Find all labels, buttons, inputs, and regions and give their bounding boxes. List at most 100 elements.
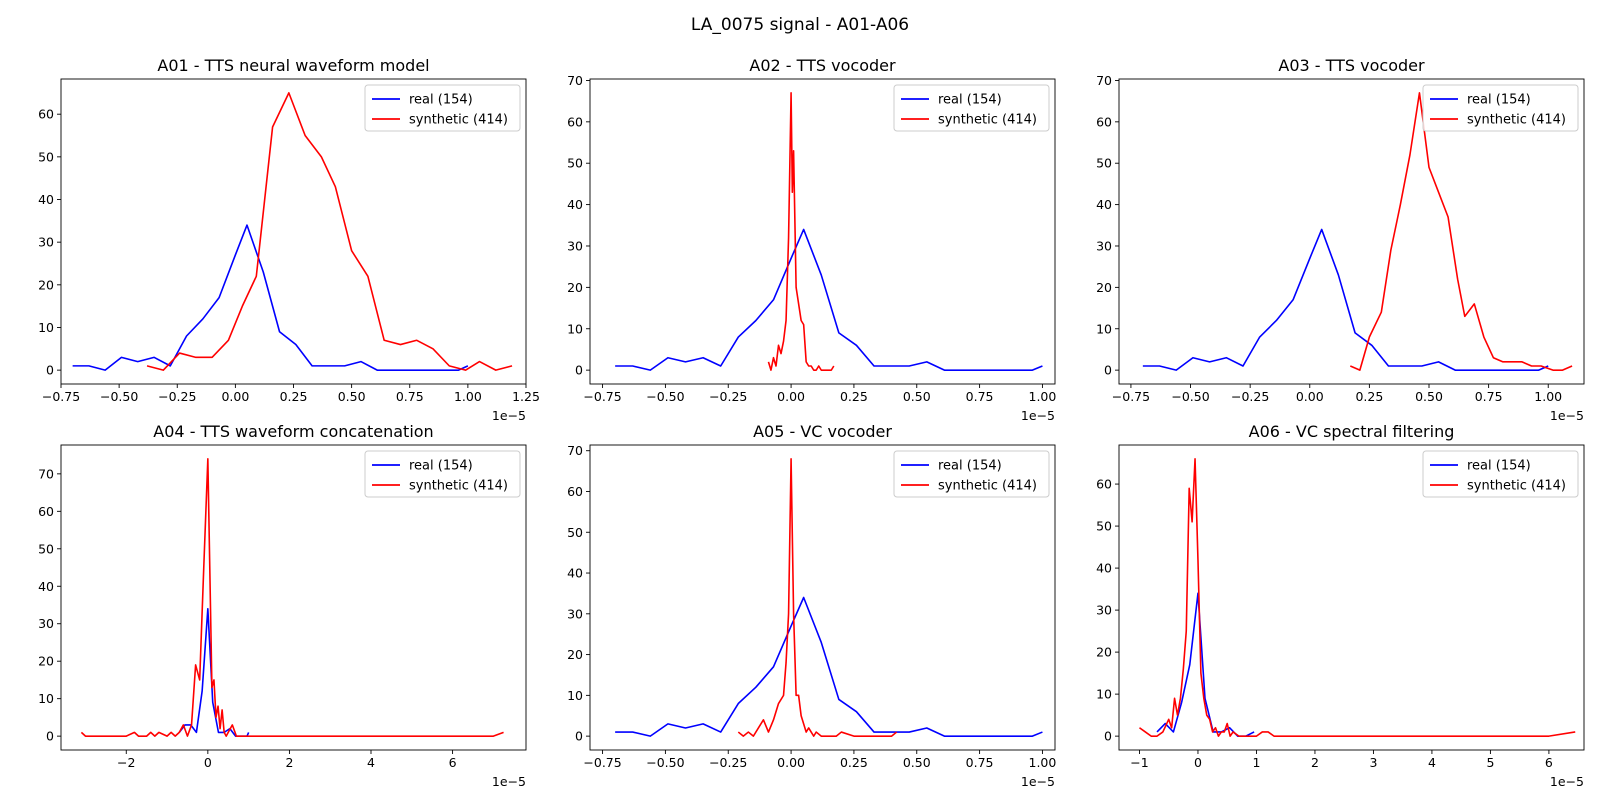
x-tick-label: 0.00 <box>1296 389 1324 404</box>
x-tick-label: 0.50 <box>338 389 366 404</box>
y-tick-label: 50 <box>38 149 54 164</box>
series-line-synthetic <box>146 92 513 371</box>
figure-suptitle: LA_0075 signal - A01-A06 <box>691 15 909 35</box>
axes-frame <box>589 444 1056 751</box>
y-tick-label: 0 <box>575 363 583 378</box>
y-tick-label: 40 <box>1096 561 1112 576</box>
x-tick-label: 2 <box>285 755 293 770</box>
x-tick-label: 6 <box>449 755 457 770</box>
legend-box <box>1422 84 1579 132</box>
x-tick-label: 1.00 <box>1029 755 1057 770</box>
x-tick-label: 0 <box>204 755 212 770</box>
y-tick-label: 50 <box>567 156 583 171</box>
x-tick-label: −0.25 <box>709 389 747 404</box>
x-offset-text: 1e−5 <box>1021 774 1055 789</box>
y-tick-label: 40 <box>1096 197 1112 212</box>
x-tick-label: 4 <box>367 755 375 770</box>
x-tick-label: 0.50 <box>903 755 931 770</box>
x-tick-label: −0.25 <box>1231 389 1269 404</box>
y-tick-label: 10 <box>1096 687 1112 702</box>
series-group <box>615 458 1043 737</box>
x-tick-label: 0.25 <box>1355 389 1383 404</box>
x-tick-label: 0.00 <box>221 389 249 404</box>
series-line-synthetic <box>1139 458 1576 737</box>
legend: real (154) synthetic (414) <box>1422 84 1579 132</box>
legend: real (154) synthetic (414) <box>893 84 1050 132</box>
x-tick-label: 0.00 <box>777 755 805 770</box>
x-tick-label: 5 <box>1486 755 1494 770</box>
y-tick-label: 0 <box>46 729 54 744</box>
axes-frame <box>589 78 1056 385</box>
x-tick-label: 1.00 <box>1534 389 1562 404</box>
y-tick-label: 60 <box>38 504 54 519</box>
series-group <box>80 458 504 737</box>
subplot-title: A04 - TTS waveform concatenation <box>153 422 433 441</box>
y-tick-label: 30 <box>38 616 54 631</box>
y-tick-label: 10 <box>567 321 583 336</box>
subplot-title: A02 - TTS vocoder <box>749 56 896 75</box>
y-tick-label: 30 <box>1096 603 1112 618</box>
series-group <box>1142 92 1573 371</box>
y-tick-label: 40 <box>567 197 583 212</box>
series-group <box>1139 458 1576 737</box>
subplot-title: A06 - VC spectral filtering <box>1249 422 1455 441</box>
y-tick-label: 40 <box>38 579 54 594</box>
x-tick-label: 1.00 <box>454 389 482 404</box>
y-tick-label: 10 <box>38 320 54 335</box>
x-tick-label: −1 <box>1130 755 1148 770</box>
y-tick-label: 60 <box>38 107 54 122</box>
x-tick-label: 2 <box>1311 755 1319 770</box>
y-tick-label: 30 <box>567 238 583 253</box>
x-tick-label: 6 <box>1545 755 1553 770</box>
legend: real (154) synthetic (414) <box>364 450 521 498</box>
axes-frame <box>1118 444 1585 751</box>
x-offset-text: 1e−5 <box>1021 408 1055 423</box>
series-line-synthetic <box>737 458 898 737</box>
x-tick-label: 3 <box>1369 755 1377 770</box>
series-group <box>615 92 1043 371</box>
series-line-real <box>72 224 469 371</box>
series-line-real <box>1142 228 1549 371</box>
subplot-title: A05 - VC vocoder <box>753 422 892 441</box>
y-tick-label: 20 <box>567 280 583 295</box>
legend-box <box>893 450 1050 498</box>
series-line-synthetic <box>80 458 504 737</box>
legend-label-real: real (154) <box>938 93 1002 108</box>
legend-label-synthetic: synthetic (414) <box>938 479 1037 494</box>
legend: real (154) synthetic (414) <box>1422 450 1579 498</box>
legend-label-synthetic: synthetic (414) <box>409 479 508 494</box>
subplot-5: −0.75 −0.50 −0.25 0.00 0.25 0.50 0.75 1.00 0 10 20… <box>567 422 1056 789</box>
legend-label-real: real (154) <box>409 93 473 108</box>
x-tick-label: −0.75 <box>583 389 621 404</box>
y-tick-label: 30 <box>567 606 583 621</box>
legend-label-synthetic: synthetic (414) <box>1467 479 1566 494</box>
axes-frame <box>1118 78 1585 385</box>
x-offset-text: 1e−5 <box>1550 408 1584 423</box>
x-tick-label: 0 <box>1194 755 1202 770</box>
axes-frame <box>60 444 527 751</box>
y-tick-label: 20 <box>38 654 54 669</box>
x-tick-label: 0.75 <box>966 389 994 404</box>
x-tick-label: −0.25 <box>158 389 196 404</box>
y-tick-label: 10 <box>38 691 54 706</box>
y-tick-label: 20 <box>567 647 583 662</box>
y-tick-label: 20 <box>1096 645 1112 660</box>
x-tick-label: 0.50 <box>1415 389 1443 404</box>
x-tick-label: −0.75 <box>1112 389 1150 404</box>
series-line-real <box>615 596 1043 737</box>
x-tick-label: 0.75 <box>396 389 424 404</box>
y-tick-label: 40 <box>38 192 54 207</box>
y-tick-label: 50 <box>38 541 54 556</box>
y-tick-label: 30 <box>1096 238 1112 253</box>
y-tick-label: 10 <box>567 688 583 703</box>
y-tick-label: 0 <box>46 363 54 378</box>
x-offset-text: 1e−5 <box>1550 774 1584 789</box>
legend-box <box>364 84 521 132</box>
subplot-title: A01 - TTS neural waveform model <box>157 56 429 75</box>
y-tick-label: 70 <box>38 466 54 481</box>
x-tick-label: 0.25 <box>840 755 868 770</box>
